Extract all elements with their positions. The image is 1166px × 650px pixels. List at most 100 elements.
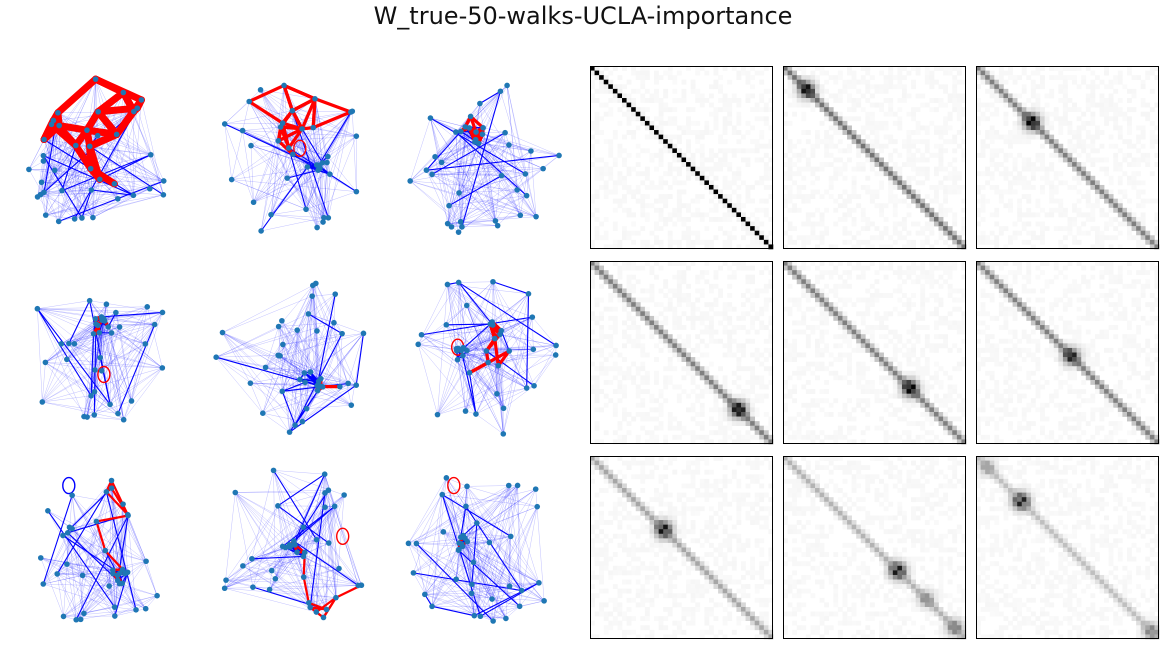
matrix-cell bbox=[929, 207, 935, 213]
graph-node bbox=[91, 388, 98, 395]
matrix-cell bbox=[952, 88, 958, 94]
matrix-cell bbox=[1108, 98, 1114, 103]
matrix-cell bbox=[933, 107, 939, 113]
graph-edge bbox=[475, 131, 521, 216]
matrix-cell bbox=[736, 216, 742, 222]
graph-edge bbox=[458, 150, 532, 194]
matrix-cell bbox=[933, 221, 939, 227]
graph-edge bbox=[57, 112, 164, 182]
graph-edge bbox=[316, 111, 352, 228]
matrix-cell bbox=[1140, 79, 1146, 85]
matrix-cell bbox=[842, 216, 848, 222]
matrix-cell bbox=[869, 130, 875, 135]
matrix-cell bbox=[722, 180, 728, 186]
graph-edge bbox=[431, 127, 470, 175]
graph-node bbox=[313, 609, 320, 615]
matrix-cell bbox=[952, 79, 958, 85]
matrix-cell bbox=[759, 143, 765, 149]
graph-node bbox=[443, 475, 450, 481]
matrix-cell bbox=[635, 88, 641, 94]
graph-node bbox=[405, 540, 412, 547]
matrix-cell bbox=[644, 239, 650, 245]
graph-edge bbox=[137, 108, 164, 195]
graph-node bbox=[277, 353, 283, 359]
matrix-cell bbox=[1035, 93, 1041, 99]
matrix-cell bbox=[787, 157, 793, 163]
matrix-cell bbox=[994, 79, 1000, 85]
matrix-cell bbox=[608, 88, 614, 94]
matrix-cell bbox=[695, 230, 701, 236]
graph-node bbox=[88, 187, 95, 193]
graph-edge bbox=[43, 155, 94, 218]
matrix-cell bbox=[704, 184, 710, 190]
graph-node bbox=[507, 533, 514, 540]
graph-edge bbox=[260, 140, 279, 231]
graph-edge bbox=[478, 143, 527, 196]
matrix-cell bbox=[998, 93, 1004, 99]
matrix-cell bbox=[1099, 79, 1105, 85]
matrix-cell bbox=[754, 107, 760, 113]
graph-node bbox=[312, 95, 318, 102]
graph-node bbox=[322, 504, 328, 510]
matrix-cell bbox=[663, 194, 669, 199]
graph-edge bbox=[497, 195, 527, 226]
matrix-cell bbox=[833, 75, 839, 81]
matrix-cell bbox=[626, 230, 632, 236]
matrix-cell bbox=[879, 162, 884, 167]
matrix-cell bbox=[667, 230, 673, 236]
matrix-cell bbox=[695, 120, 701, 126]
graph-node bbox=[522, 171, 529, 177]
matrix-cell bbox=[874, 143, 880, 149]
graph-edge bbox=[460, 195, 527, 222]
matrix-cell bbox=[897, 230, 903, 236]
matrix-cell bbox=[833, 125, 839, 131]
graph-node bbox=[108, 477, 115, 484]
matrix-cell bbox=[824, 189, 830, 195]
matrix-cell bbox=[745, 70, 751, 76]
matrix-cell bbox=[888, 166, 894, 172]
matrix-cell bbox=[833, 143, 839, 149]
matrix-cell bbox=[663, 107, 669, 113]
matrix-cell bbox=[906, 130, 912, 135]
graph-node bbox=[286, 145, 292, 151]
matrix-cell bbox=[833, 221, 839, 227]
matrix-cell bbox=[663, 143, 669, 149]
matrix-cell bbox=[644, 203, 650, 209]
matrix-cell bbox=[603, 84, 609, 90]
matrix-cell bbox=[801, 239, 807, 245]
matrix-cell bbox=[654, 221, 659, 227]
matrix-cell bbox=[718, 162, 723, 167]
matrix-cell bbox=[690, 120, 696, 126]
graph-node bbox=[536, 580, 542, 586]
matrix-cell bbox=[952, 166, 958, 172]
graph-nodes bbox=[26, 76, 167, 225]
matrix-cell bbox=[906, 157, 912, 163]
matrix-cell bbox=[819, 70, 825, 76]
matrix-cell bbox=[998, 75, 1004, 81]
graph-edge bbox=[282, 333, 364, 345]
matrix-cell bbox=[681, 230, 687, 236]
matrix-cell bbox=[658, 98, 664, 103]
matrix-cell bbox=[622, 226, 627, 232]
matrix-cell bbox=[736, 171, 742, 177]
matrix-cell bbox=[805, 75, 811, 81]
matrix-cell bbox=[787, 189, 793, 195]
matrix-cell bbox=[879, 84, 884, 90]
matrix-cell bbox=[837, 139, 843, 145]
matrix-cell bbox=[635, 171, 641, 177]
matrix-cell bbox=[727, 216, 733, 222]
matrix-cell bbox=[635, 230, 641, 236]
matrix-cell bbox=[883, 171, 889, 177]
matrix-cell bbox=[915, 230, 921, 236]
matrix-cell bbox=[819, 102, 825, 108]
matrix-cell bbox=[603, 111, 609, 117]
matrix-cell bbox=[805, 130, 811, 135]
matrix-cell bbox=[892, 198, 898, 204]
matrix-cell bbox=[704, 70, 710, 76]
matrix-cell bbox=[736, 102, 742, 108]
matrix-cell bbox=[1085, 93, 1091, 99]
matrix-cell bbox=[663, 180, 669, 186]
matrix-cell bbox=[796, 84, 802, 90]
matrix-cell bbox=[792, 70, 798, 76]
graph-node bbox=[58, 341, 65, 347]
